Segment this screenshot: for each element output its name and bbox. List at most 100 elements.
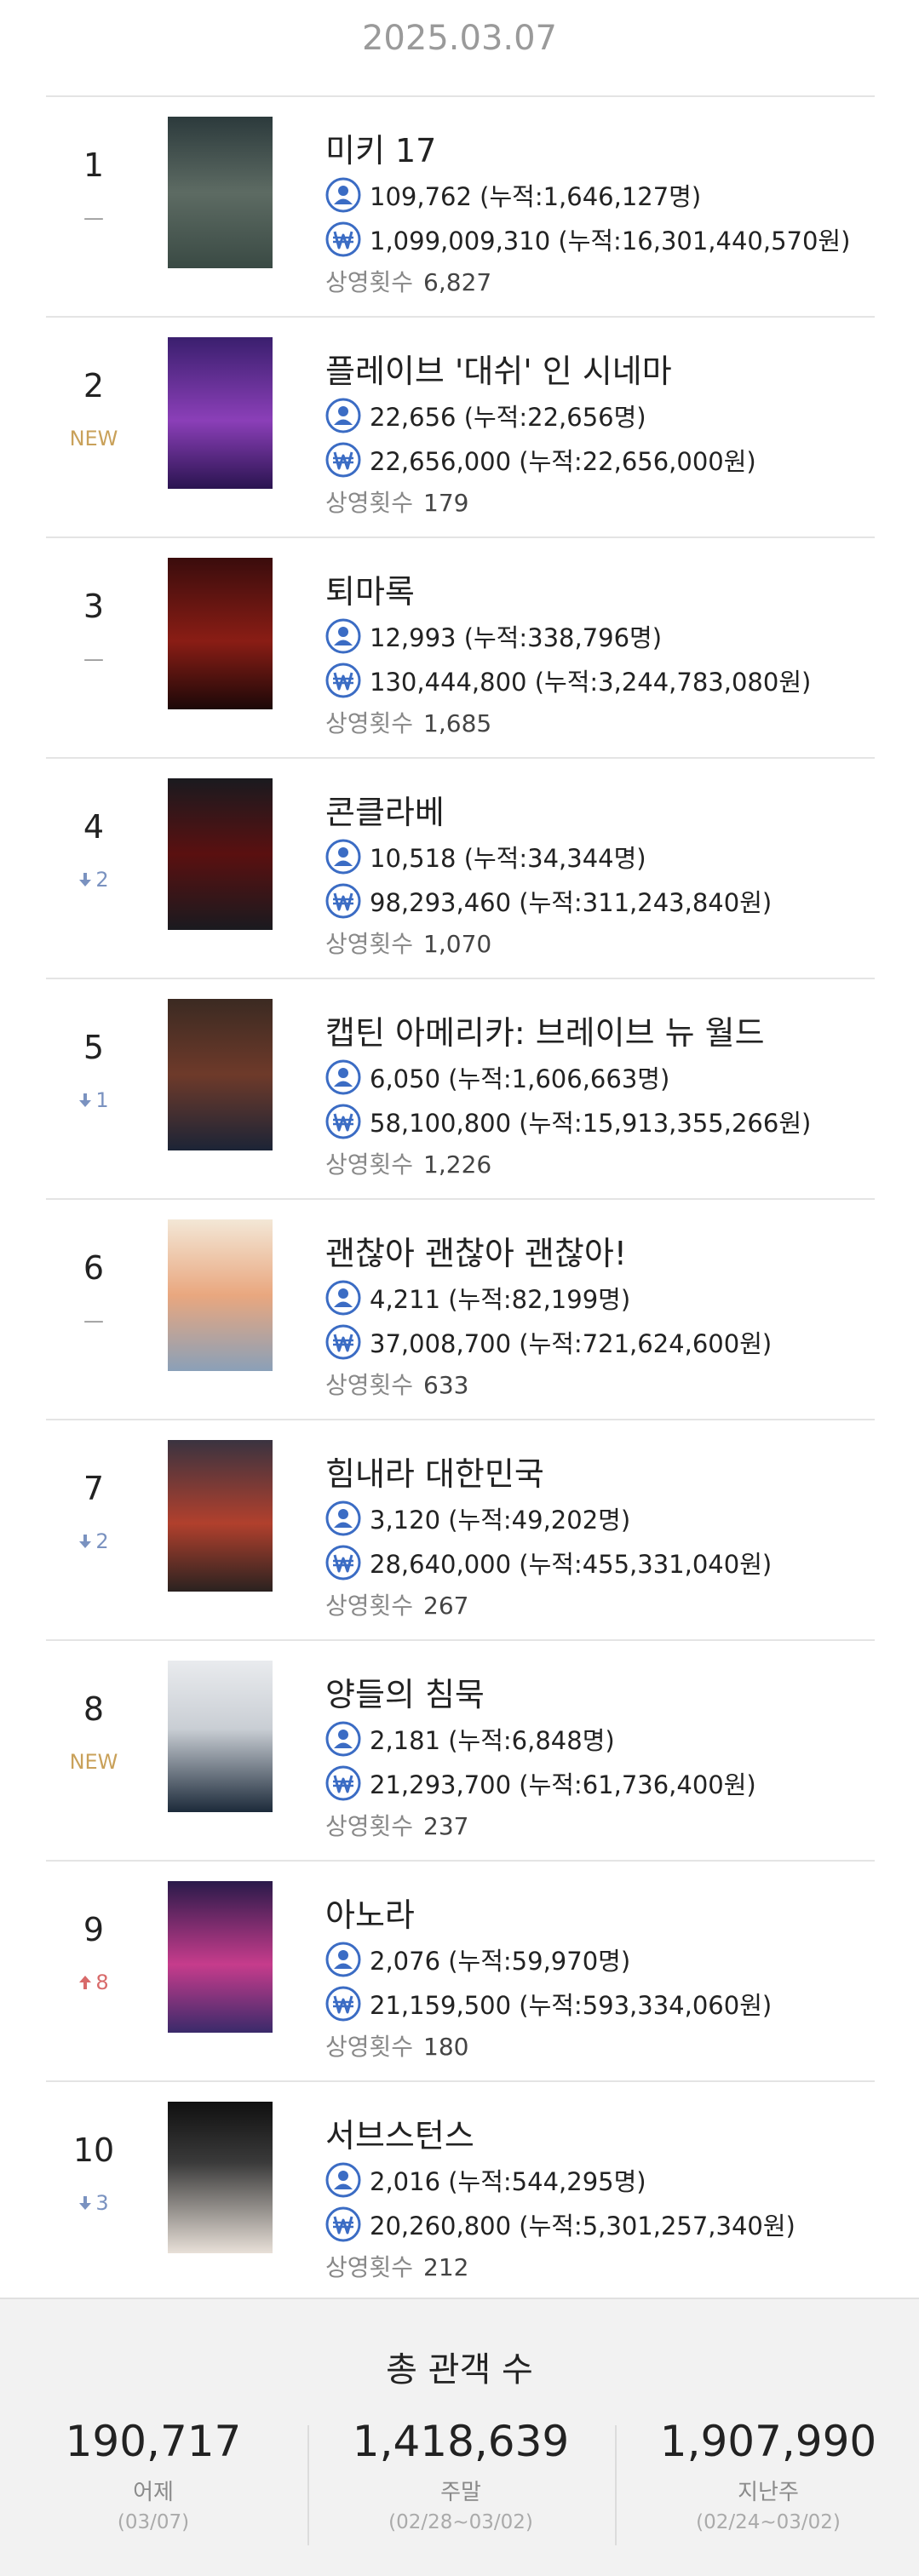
rank: 4	[83, 808, 105, 846]
movie-row: 5 1 캡틴 아메리카: 브레이브 뉴 월드 6,050 (누적:1,606,663명…	[46, 978, 875, 1198]
summary-period: (03/07)	[117, 2511, 190, 2533]
audience: 4,211 (누적:82,199명)	[370, 1285, 631, 1314]
movie-row: 3 — 퇴마록 12,993 (누적:338,796명) 130,444,800 (누적…	[46, 536, 875, 757]
movie-title: 캡틴 아메리카: 브레이브 뉴 월드	[325, 1014, 765, 1052]
rank: 6	[83, 1249, 105, 1287]
audience-icon	[325, 1059, 361, 1095]
screenings: 180	[423, 2033, 469, 2061]
movie-row: 1 — 미키 17 109,762 (누적:1,646,127명) 1,099,009,…	[46, 95, 875, 316]
poster	[168, 117, 273, 268]
sales-line: 20,260,800 (누적:5,301,257,340원)	[325, 2206, 796, 2242]
audience: 2,076 (누적:59,970명)	[370, 1947, 631, 1976]
movie-title: 플레이브 '대쉬' 인 시네마	[325, 353, 672, 390]
sales-line: 37,008,700 (누적:721,624,600원)	[325, 1324, 772, 1360]
sales-icon	[325, 1986, 361, 2022]
sales-line: 98,293,460 (누적:311,243,840원)	[325, 883, 772, 919]
sales: 28,640,000 (누적:455,331,040원)	[370, 1550, 773, 1579]
audience-icon	[325, 1721, 361, 1757]
rank-change-value: 3	[95, 2191, 109, 2215]
sales-line: 58,100,800 (누적:15,913,355,266원)	[325, 1104, 811, 1139]
screenings: 267	[423, 1592, 469, 1620]
audience-icon	[325, 2162, 361, 2198]
poster	[168, 1219, 273, 1371]
audience-icon	[325, 177, 361, 213]
audience: 6,050 (누적:1,606,663명)	[370, 1064, 670, 1093]
audience-icon	[325, 1280, 361, 1316]
sales-icon	[325, 883, 361, 919]
divider	[615, 2425, 617, 2545]
movie-title: 힘내라 대한민국	[325, 1455, 544, 1493]
sales-line: 28,640,000 (누적:455,331,040원)	[325, 1545, 772, 1581]
screenings-line: 상영횟수 1,685	[325, 705, 491, 739]
sales: 130,444,800 (누적:3,244,783,080원)	[370, 668, 812, 697]
audience: 3,120 (누적:49,202명)	[370, 1506, 631, 1535]
summary-item: 190,717 어제 (03/07)	[0, 2417, 307, 2533]
screenings: 212	[423, 2253, 469, 2281]
divider	[307, 2425, 309, 2545]
rank-change: —	[51, 206, 136, 230]
movie-row: 2 NEW 플레이브 '대쉬' 인 시네마 22,656 (누적:22,656명) 22…	[46, 316, 875, 536]
sales-icon	[325, 2206, 361, 2242]
audience-line: 3,120 (누적:49,202명)	[325, 1500, 630, 1536]
summary-item: 1,418,639 주말 (02/28~03/02)	[307, 2417, 614, 2533]
sales-line: 1,099,009,310 (누적:16,301,440,570원)	[325, 221, 850, 257]
sales-icon	[325, 442, 361, 478]
poster	[168, 2102, 273, 2253]
rank-change: 2	[51, 868, 136, 892]
sales: 58,100,800 (누적:15,913,355,266원)	[370, 1109, 812, 1138]
rank-change-value: 8	[95, 1971, 109, 1994]
rank-change-value: —	[83, 206, 104, 230]
screenings-label: 상영횟수	[325, 2253, 414, 2281]
sales: 1,099,009,310 (누적:16,301,440,570원)	[370, 227, 851, 255]
audience-icon	[325, 1500, 361, 1536]
summary-period: (02/24~03/02)	[696, 2511, 841, 2533]
screenings: 1,070	[423, 930, 492, 958]
sales-icon	[325, 663, 361, 698]
sales-icon	[325, 221, 361, 257]
audience: 2,181 (누적:6,848명)	[370, 1726, 615, 1755]
rank-change-value: —	[83, 647, 104, 671]
down-arrow	[79, 2196, 92, 2210]
sales-icon	[325, 1324, 361, 1360]
screenings-line: 상영횟수 212	[325, 2249, 469, 2283]
sales: 98,293,460 (누적:311,243,840원)	[370, 888, 773, 917]
rank: 2	[83, 367, 105, 404]
screenings: 633	[423, 1371, 469, 1399]
poster	[168, 558, 273, 709]
screenings-label: 상영횟수	[325, 1592, 414, 1620]
screenings: 1,685	[423, 709, 492, 737]
screenings-line: 상영횟수 237	[325, 1808, 469, 1842]
screenings-label: 상영횟수	[325, 268, 414, 296]
movie-row: 6 — 괜찮아 괜찮아 괜찮아! 4,211 (누적:82,199명) 37,008,7…	[46, 1198, 875, 1419]
screenings: 6,827	[423, 268, 492, 296]
rank-change: —	[51, 1309, 136, 1333]
rank-change: 8	[51, 1971, 136, 1994]
summary-value: 1,418,639	[352, 2417, 570, 2466]
movie-row: 10 3 서브스턴스 2,016 (누적:544,295명) 20,260,800 (누…	[46, 2080, 875, 2301]
movie-row: 7 2 힘내라 대한민국 3,120 (누적:49,202명) 28,640,000 (…	[46, 1419, 875, 1639]
audience-icon	[325, 839, 361, 875]
screenings-line: 상영횟수 180	[325, 2028, 469, 2063]
movie-title: 콘클라베	[325, 794, 445, 831]
summary-title: 총 관객 수	[386, 2350, 533, 2390]
sales: 22,656,000 (누적:22,656,000원)	[370, 447, 756, 476]
sales-line: 22,656,000 (누적:22,656,000원)	[325, 442, 756, 478]
movie-title: 퇴마록	[325, 573, 415, 611]
poster	[168, 1440, 273, 1592]
down-arrow	[79, 1535, 92, 1548]
screenings-label: 상영횟수	[325, 1812, 414, 1840]
audience-line: 2,016 (누적:544,295명)	[325, 2162, 646, 2198]
summary-label: 지난주	[738, 2480, 799, 2505]
poster	[168, 337, 273, 489]
summary-label: 주말	[440, 2480, 481, 2505]
poster	[168, 1881, 273, 2033]
rank-change: —	[51, 647, 136, 671]
sales-line: 21,159,500 (누적:593,334,060원)	[325, 1986, 772, 2022]
movie-title: 괜찮아 괜찮아 괜찮아!	[325, 1235, 628, 1272]
sales-icon	[325, 1545, 361, 1581]
summary-period: (02/28~03/02)	[388, 2511, 533, 2533]
rank-change: 1	[51, 1088, 136, 1112]
movie-title: 양들의 침묵	[325, 1676, 485, 1713]
summary-value: 190,717	[65, 2417, 242, 2466]
movie-title: 서브스턴스	[325, 2117, 474, 2154]
